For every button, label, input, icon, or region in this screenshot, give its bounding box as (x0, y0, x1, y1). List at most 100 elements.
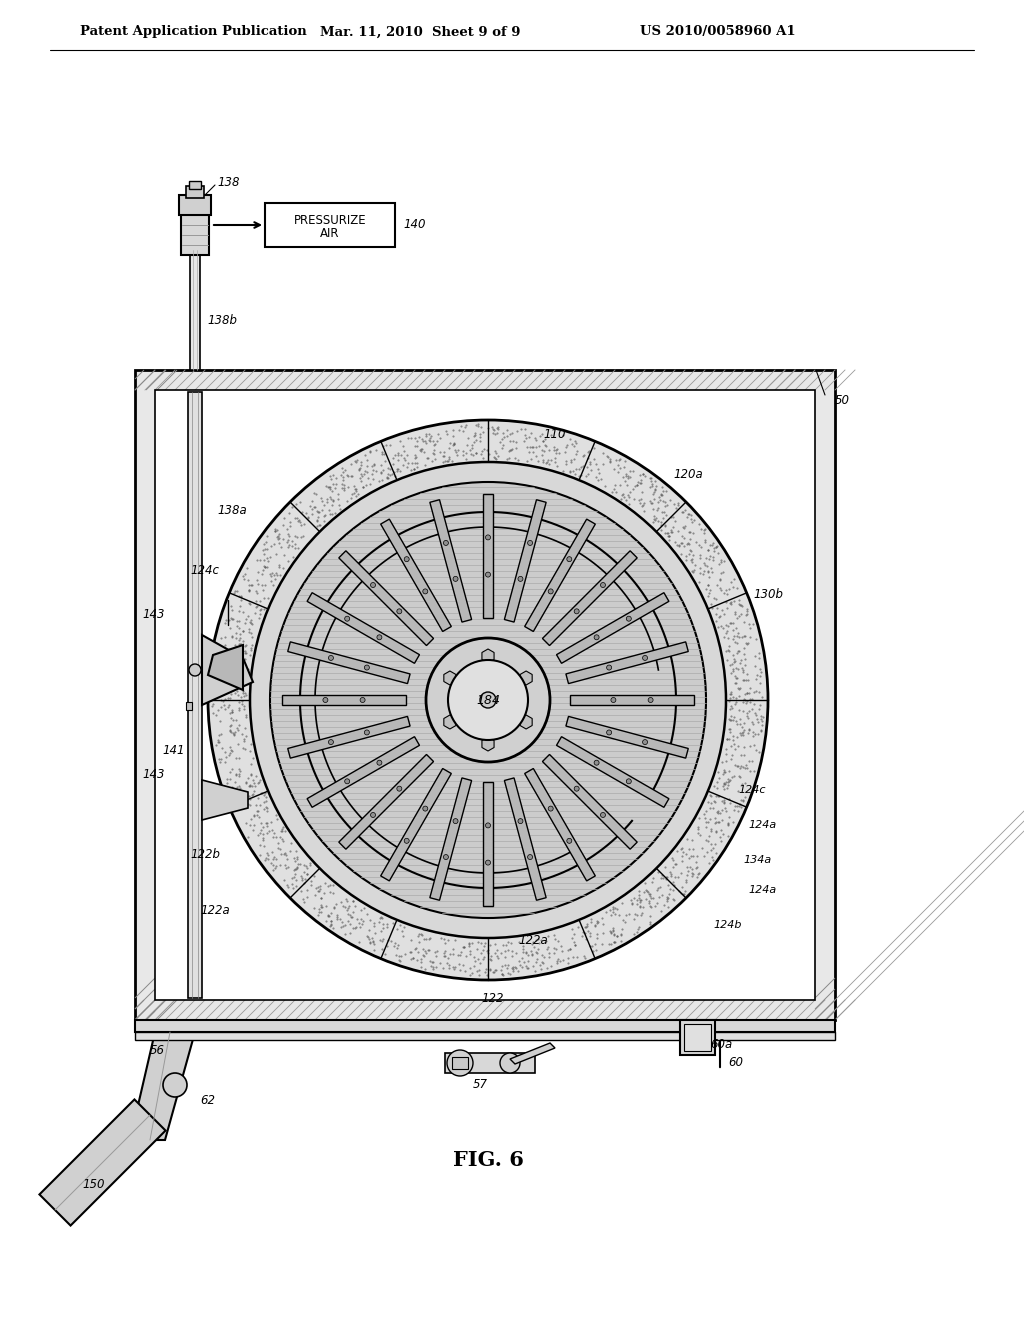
Text: 110: 110 (543, 429, 565, 441)
Polygon shape (566, 717, 688, 758)
Circle shape (345, 616, 349, 622)
Text: 122b: 122b (190, 849, 220, 862)
Text: 60: 60 (728, 1056, 743, 1068)
Polygon shape (339, 550, 433, 645)
Circle shape (250, 462, 726, 939)
Circle shape (377, 635, 382, 640)
Text: 124b: 124b (713, 920, 741, 931)
Text: 122: 122 (481, 993, 504, 1005)
Polygon shape (524, 519, 595, 631)
Circle shape (600, 813, 605, 817)
Polygon shape (202, 780, 248, 820)
Circle shape (627, 616, 632, 622)
Text: 140: 140 (403, 219, 426, 231)
Circle shape (480, 692, 496, 708)
Polygon shape (482, 649, 494, 663)
Circle shape (567, 557, 571, 562)
Polygon shape (452, 1057, 469, 1069)
Circle shape (377, 760, 382, 766)
Text: 56: 56 (150, 1044, 165, 1056)
Text: 60a: 60a (710, 1039, 732, 1052)
Circle shape (371, 813, 376, 817)
Bar (680, 1020, 715, 1055)
Circle shape (600, 582, 605, 587)
Polygon shape (288, 717, 410, 758)
Circle shape (270, 482, 706, 917)
Circle shape (329, 739, 334, 744)
Bar (135, 1020, 835, 1032)
Bar (155, 389, 815, 1001)
Polygon shape (543, 550, 637, 645)
Text: 130b: 130b (753, 589, 783, 602)
Circle shape (397, 787, 401, 791)
Polygon shape (520, 671, 532, 685)
Text: Patent Application Publication: Patent Application Publication (80, 25, 307, 38)
Circle shape (485, 535, 490, 540)
Circle shape (485, 861, 490, 865)
Polygon shape (307, 593, 420, 664)
Text: 138: 138 (217, 177, 240, 190)
Circle shape (443, 854, 449, 859)
Circle shape (611, 697, 615, 702)
Text: 184: 184 (476, 693, 500, 706)
Polygon shape (505, 500, 546, 622)
Circle shape (423, 807, 428, 810)
Text: 124a: 124a (748, 884, 776, 895)
Text: 50: 50 (835, 393, 850, 407)
Text: 122a: 122a (518, 933, 548, 946)
Polygon shape (130, 1032, 195, 1140)
Text: FIG. 6: FIG. 6 (453, 1150, 523, 1170)
Polygon shape (556, 737, 669, 808)
Bar (181, 210, 209, 255)
Text: 138b: 138b (207, 314, 237, 326)
Circle shape (365, 730, 370, 735)
Bar (684, 1024, 711, 1051)
Bar (186, 186, 204, 198)
Bar (265, 203, 395, 247)
Polygon shape (443, 671, 456, 685)
Circle shape (548, 589, 553, 594)
Text: US 2010/0058960 A1: US 2010/0058960 A1 (640, 25, 796, 38)
Circle shape (449, 660, 528, 741)
Polygon shape (566, 642, 688, 684)
Circle shape (527, 540, 532, 545)
Polygon shape (543, 755, 637, 849)
Circle shape (163, 1073, 187, 1097)
Bar (135, 370, 835, 1020)
Circle shape (642, 739, 647, 744)
Text: 134a: 134a (743, 855, 771, 865)
Circle shape (404, 838, 410, 843)
Circle shape (329, 656, 334, 660)
Text: 138a: 138a (217, 503, 247, 516)
Polygon shape (483, 494, 493, 618)
Polygon shape (282, 696, 406, 705)
Circle shape (606, 730, 611, 735)
Polygon shape (40, 1100, 166, 1225)
Bar (445, 1053, 535, 1073)
Circle shape (485, 572, 490, 577)
Polygon shape (510, 1043, 555, 1064)
Circle shape (371, 582, 376, 587)
Circle shape (453, 577, 458, 581)
Polygon shape (483, 781, 493, 906)
Circle shape (443, 540, 449, 545)
Bar (188, 392, 202, 998)
Polygon shape (339, 755, 433, 849)
Circle shape (404, 557, 410, 562)
Circle shape (423, 589, 428, 594)
Text: Mar. 11, 2010  Sheet 9 of 9: Mar. 11, 2010 Sheet 9 of 9 (319, 25, 520, 38)
Text: 124a: 124a (748, 820, 776, 830)
Text: 62: 62 (200, 1093, 215, 1106)
Circle shape (574, 787, 580, 791)
Circle shape (365, 665, 370, 671)
Polygon shape (381, 768, 452, 880)
Circle shape (606, 665, 611, 671)
Bar (190, 249, 200, 370)
Polygon shape (524, 768, 595, 880)
Circle shape (642, 656, 647, 660)
Bar (186, 702, 193, 710)
Circle shape (345, 779, 349, 784)
Polygon shape (430, 777, 472, 900)
Text: 122a: 122a (200, 903, 229, 916)
Text: 120a: 120a (673, 469, 702, 482)
